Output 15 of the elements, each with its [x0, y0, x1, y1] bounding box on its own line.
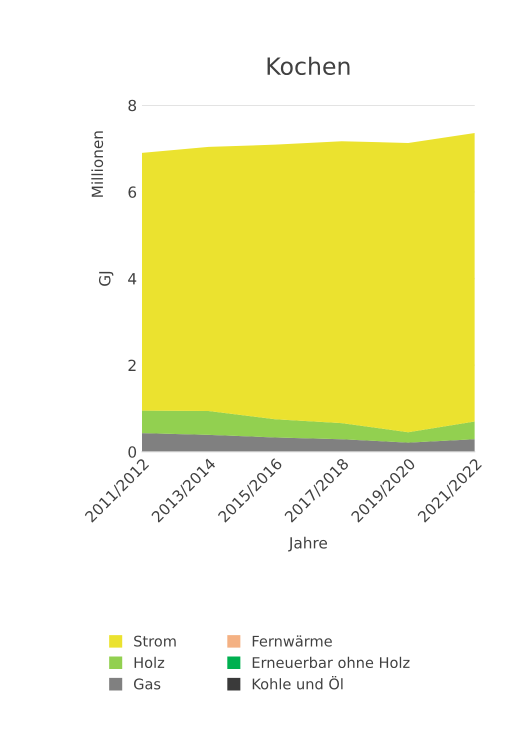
y-tick-label: 2: [128, 360, 136, 371]
y-tick-label: 4: [128, 273, 136, 284]
text: Millionen: [91, 131, 104, 197]
chart-title: Kochen: [268, 56, 350, 76]
legend-label: Holz: [134, 656, 164, 668]
y-tick-label: 6: [128, 186, 136, 198]
legend-label: Gas: [134, 678, 160, 690]
legend-label: Fernwärme: [252, 635, 332, 647]
y-axis-title: GJ: [98, 272, 114, 286]
y-tick-label: 0: [128, 446, 136, 458]
legend-label: Strom: [134, 636, 176, 647]
y-tick-label: 8: [128, 100, 136, 112]
legend-label: Erneuerbar ohne Holz: [252, 656, 410, 668]
x-axis-title: Jahre: [288, 536, 327, 552]
legend-label: Kohle und Öl: [252, 676, 343, 690]
